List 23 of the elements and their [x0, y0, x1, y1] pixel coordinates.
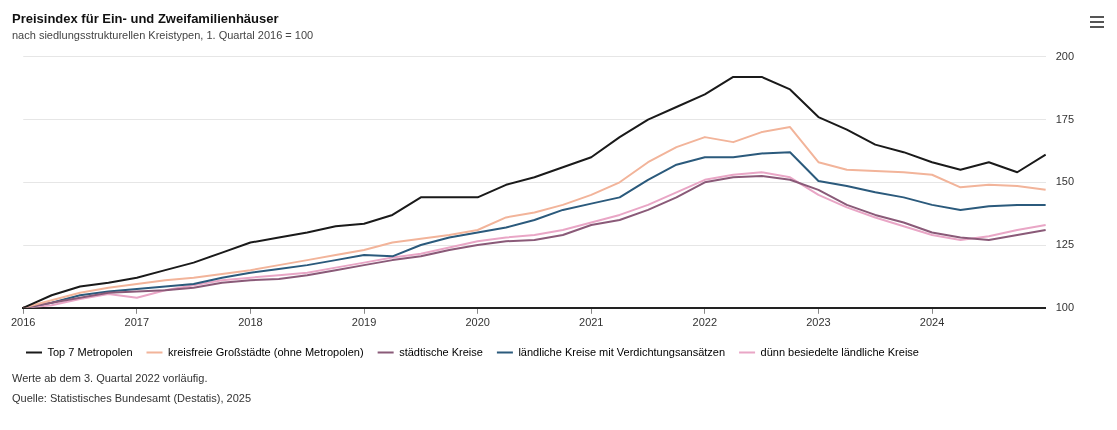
- x-tick-label: 2018: [238, 316, 263, 329]
- legend-label: kreisfreie Großstädte (ohne Metropolen): [168, 345, 364, 358]
- y-tick-label: 100: [1055, 300, 1075, 313]
- y-tick-label: 200: [1055, 49, 1075, 62]
- y-tick-label: 175: [1055, 112, 1075, 125]
- chart-title: Preisindex für Ein- und Zweifamilienhäuser: [12, 11, 279, 27]
- x-tick-label: 2019: [351, 316, 377, 329]
- legend-label: städtische Kreise: [399, 345, 483, 358]
- y-tick-label: 150: [1055, 175, 1075, 188]
- x-tick-label: 2023: [806, 316, 831, 329]
- x-tick-label: 2024: [919, 316, 945, 329]
- source-note: Quelle: Statistisches Bundesamt (Destatis), 2025: [12, 392, 253, 404]
- x-tick-label: 2022: [692, 316, 718, 329]
- legend-label: dünn besiedelte ländliche Kreise: [760, 345, 919, 358]
- text: Werte ab dem 3. Quartal 2022 vorläufig.: [12, 372, 209, 384]
- chart-subtitle: nach siedlungsstrukturellen Kreistypen, 1. Quartal 2016 = 100: [12, 29, 314, 42]
- legend-label: Top 7 Metropolen: [47, 345, 133, 358]
- legend-label: ländliche Kreise mit Verdichtungsansätzen: [518, 345, 726, 358]
- x-tick-label: 2021: [579, 316, 604, 329]
- x-tick-label: 2016: [10, 316, 36, 329]
- x-tick-label: 2017: [124, 316, 150, 329]
- y-tick-label: 125: [1055, 238, 1075, 251]
- x-tick-label: 2020: [465, 316, 490, 329]
